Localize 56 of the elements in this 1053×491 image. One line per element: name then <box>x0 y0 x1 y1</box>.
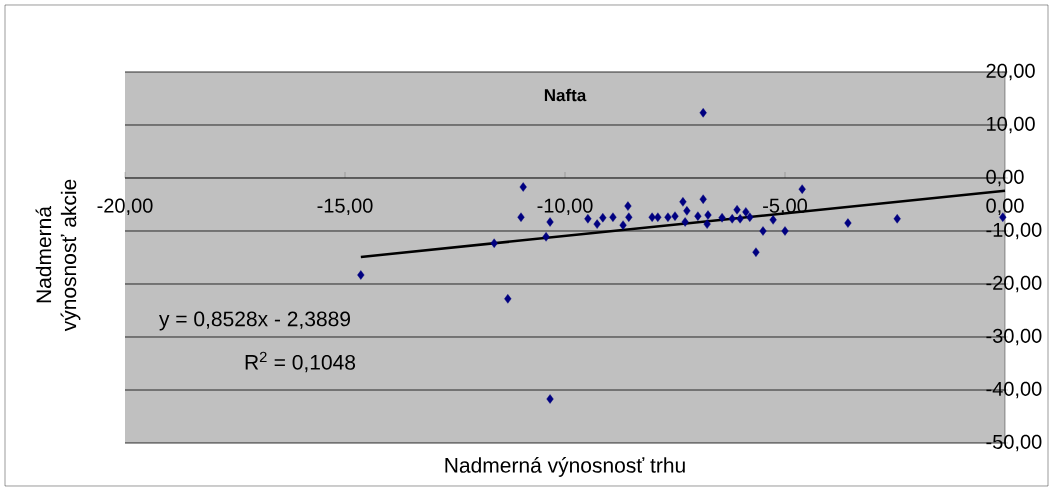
point <box>679 197 687 207</box>
point <box>728 214 736 224</box>
point <box>733 205 741 215</box>
x-tick-label: -10,00 <box>537 198 593 216</box>
point <box>752 247 760 257</box>
point <box>599 213 607 223</box>
point <box>718 213 726 223</box>
point <box>694 211 702 221</box>
point <box>546 394 554 404</box>
point <box>671 211 679 221</box>
y-tick-label: -10,00 <box>986 222 1042 240</box>
x-tick-label: -20,00 <box>97 198 153 216</box>
point <box>546 217 554 227</box>
point <box>746 212 754 222</box>
point <box>490 238 498 248</box>
point <box>593 219 601 229</box>
point <box>683 206 691 216</box>
point <box>609 212 617 222</box>
y-tick-label: 20,00 <box>986 63 1035 81</box>
text: Nafta <box>544 88 587 102</box>
point <box>654 212 662 222</box>
point <box>759 226 767 236</box>
point <box>517 212 525 222</box>
x-axis-title: Nadmerná výnosnosť trhu <box>445 457 685 477</box>
point <box>699 108 707 118</box>
x-tick-label: -15,00 <box>317 198 373 216</box>
y-tick-label: -40,00 <box>986 381 1042 399</box>
y-tick-label: 10,00 <box>987 116 1035 134</box>
y-tick-label: 0,00 <box>986 169 1024 187</box>
point <box>542 232 550 242</box>
point <box>625 212 633 222</box>
point <box>736 214 744 224</box>
point <box>742 207 750 217</box>
y-axis-title: Nadmerná výnosnosť akcie <box>35 179 81 332</box>
point <box>664 212 672 222</box>
y-tick-label: -30,00 <box>986 328 1042 346</box>
point <box>769 215 777 225</box>
point <box>844 218 852 228</box>
point <box>357 270 365 280</box>
point <box>704 210 712 220</box>
point <box>781 226 789 236</box>
point <box>519 182 527 192</box>
point <box>584 214 592 224</box>
point <box>798 184 806 194</box>
point <box>681 217 689 227</box>
point <box>619 220 627 230</box>
annotation: R$^{2}$ = 0,1048 <box>245 351 356 373</box>
point <box>703 219 711 229</box>
point <box>699 194 707 204</box>
point <box>648 212 656 222</box>
y-tick-label: -20,00 <box>986 275 1042 293</box>
annotation: y = 0,8528x - 2,3889 <box>159 311 350 331</box>
y-tick-label: -50,00 <box>986 434 1042 452</box>
point <box>504 294 512 304</box>
point <box>624 201 632 211</box>
point <box>893 214 901 224</box>
